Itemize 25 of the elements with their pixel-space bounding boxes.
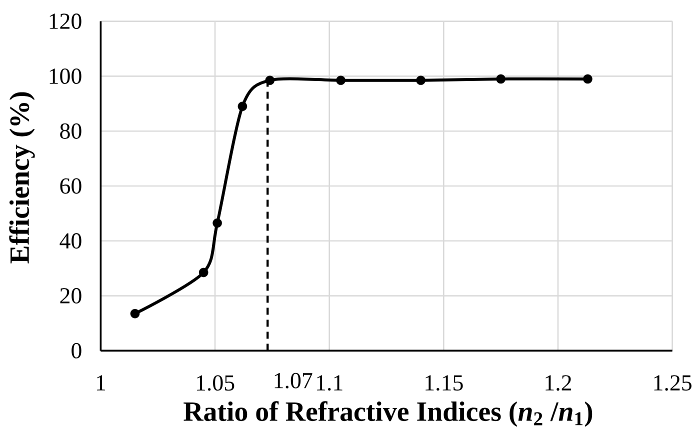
x-axis-title: Ratio of Refractive Indices (n$_{2}$ /n$_{1}$) (184, 401, 592, 427)
x-tick-label: 1.2 (546, 375, 572, 391)
point (265, 76, 275, 85)
point (416, 76, 426, 85)
point (238, 102, 248, 112)
x-tick-label: 1.15 (426, 375, 463, 391)
point (583, 74, 592, 84)
y-tick-label: 0 (72, 342, 82, 358)
y-tick-label: 80 (60, 123, 82, 139)
point (336, 76, 346, 85)
y-tick-label: 100 (50, 68, 82, 84)
ref-line-label: 1.07 (274, 372, 312, 388)
point (496, 74, 506, 84)
y-tick-label: 40 (60, 233, 82, 249)
point (198, 268, 208, 278)
y-tick-label: 20 (60, 288, 82, 304)
y-tick-label: 120 (50, 14, 82, 30)
y-tick-label: 60 (60, 178, 82, 194)
x-tick-label: 1.05 (196, 375, 234, 391)
point (130, 308, 140, 318)
x-tick-label: 1 (96, 375, 106, 390)
x-tick-label: 1.25 (654, 375, 692, 391)
point (212, 218, 222, 228)
x-tick-label: 1.1 (317, 375, 342, 391)
y-axis-title: Efficiency (%) (9, 92, 35, 264)
